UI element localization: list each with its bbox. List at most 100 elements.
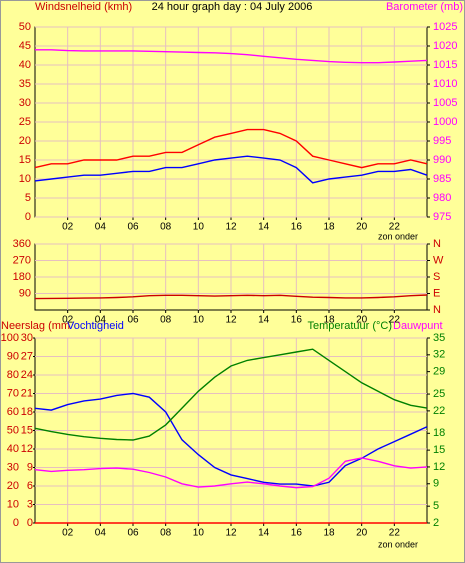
- y-tick-label: 10: [19, 173, 31, 185]
- x-tick-label: 22: [389, 315, 401, 326]
- x-tick-label: 10: [193, 528, 205, 539]
- y-tick-label: 10: [7, 498, 19, 510]
- x-tick-label: 20: [356, 528, 368, 539]
- x-tick-label: 02: [62, 528, 74, 539]
- y3-tick-label: 18: [21, 406, 33, 418]
- y-tick-label: 50: [19, 21, 31, 33]
- series-label: Temperatuur (°C): [308, 320, 392, 332]
- y-tick-label: 0: [25, 211, 31, 223]
- y-tick-label: 45: [19, 40, 31, 52]
- x-tick-label: 06: [127, 528, 139, 539]
- y2-tick-label: 980: [433, 192, 451, 204]
- y2-tick-label: 5: [433, 500, 439, 512]
- series-label: Vochtigheid: [67, 320, 124, 332]
- x-tick-label: 20: [356, 315, 368, 326]
- y3-tick-label: 12: [21, 443, 33, 455]
- x-tick-label: 14: [258, 528, 270, 539]
- y-tick-label: 40: [7, 443, 19, 455]
- y3-tick-label: 3: [27, 498, 33, 510]
- y2-tick-label: 1010: [433, 78, 457, 90]
- y2-tick-label: N: [433, 304, 441, 316]
- chart-title: 24 hour graph day : 04 July 2006: [152, 1, 313, 13]
- y2-tick-label: 975: [433, 211, 451, 223]
- x-tick-label: 16: [291, 222, 303, 233]
- y2-tick-label: 35: [433, 332, 445, 344]
- x-tick-label: 08: [160, 315, 172, 326]
- series-line: [35, 49, 428, 64]
- x-tick-label: 18: [323, 315, 335, 326]
- x-tick-label: 02: [62, 315, 74, 326]
- x-tick-label: 12: [225, 315, 237, 326]
- y-tick-label: 15: [19, 154, 31, 166]
- y2-tick-label: W: [433, 254, 444, 266]
- x-tick-label: 18: [323, 222, 335, 233]
- x-tick-label: 16: [291, 528, 303, 539]
- y2-tick-label: 29: [433, 366, 445, 378]
- y2-axis-label: Barometer (mb): [386, 1, 463, 13]
- y2-tick-label: 12: [433, 461, 445, 473]
- series-line: [34, 128, 428, 169]
- y3-tick-label: 9: [27, 461, 33, 473]
- y-tick-label: 70: [7, 387, 19, 399]
- series-line: [34, 294, 428, 300]
- annotation: zon onder: [378, 539, 418, 549]
- annotation: zon onder: [378, 231, 418, 241]
- y3-tick-label: 0: [27, 517, 33, 529]
- y2-tick-label: 15: [433, 444, 445, 456]
- y2-tick-label: 32: [433, 349, 445, 361]
- y2-tick-label: 1015: [433, 59, 457, 71]
- series-line: [34, 348, 428, 441]
- y-tick-label: 270: [13, 254, 31, 266]
- y-tick-label: 100: [1, 332, 19, 344]
- x-tick-label: 02: [62, 222, 74, 233]
- y-tick-label: 60: [7, 406, 19, 418]
- x-tick-label: 12: [225, 528, 237, 539]
- x-tick-label: 10: [193, 222, 205, 233]
- x-tick-label: 08: [160, 222, 172, 233]
- y2-tick-label: 2: [433, 517, 439, 529]
- series-line: [34, 457, 428, 489]
- x-tick-label: 06: [127, 315, 139, 326]
- x-tick-label: 22: [389, 528, 401, 539]
- y2-tick-label: 1000: [433, 116, 457, 128]
- y2-tick-label: N: [433, 238, 441, 250]
- y2-tick-label: 1025: [433, 21, 457, 33]
- y2-tick-label: E: [433, 287, 440, 299]
- y-tick-label: 180: [13, 271, 31, 283]
- y-tick-label: 35: [19, 78, 31, 90]
- y-tick-label: 30: [7, 461, 19, 473]
- y2-tick-label: 1005: [433, 97, 457, 109]
- y2-tick-label: 25: [433, 388, 445, 400]
- x-tick-label: 16: [291, 315, 303, 326]
- y-axis-label: Windsnelheid (kmh): [35, 1, 132, 13]
- x-tick-label: 12: [225, 222, 237, 233]
- y2-tick-label: 1020: [433, 40, 457, 52]
- x-tick-label: 20: [356, 222, 368, 233]
- x-tick-label: 10: [193, 315, 205, 326]
- y3-tick-label: 30: [21, 332, 33, 344]
- y2-tick-label: 990: [433, 154, 451, 166]
- y2-tick-label: 985: [433, 173, 451, 185]
- y-tick-label: 40: [19, 59, 31, 71]
- x-tick-label: 06: [127, 222, 139, 233]
- x-tick-label: 04: [95, 222, 107, 233]
- x-tick-label: 18: [323, 528, 335, 539]
- y3-tick-label: 24: [21, 369, 33, 381]
- x-tick-label: 04: [95, 315, 107, 326]
- series-line: [34, 155, 428, 184]
- y3-tick-label: 6: [27, 480, 33, 492]
- y3-tick-label: 15: [21, 424, 33, 436]
- y-tick-label: 20: [7, 480, 19, 492]
- y3-tick-label: 21: [21, 387, 33, 399]
- y2-tick-label: 22: [433, 405, 445, 417]
- y2-tick-label: 18: [433, 427, 445, 439]
- series-label: Neerslag (mm: [1, 320, 70, 332]
- y-tick-label: 20: [19, 135, 31, 147]
- y-tick-label: 90: [7, 350, 19, 362]
- y2-tick-label: 995: [433, 135, 451, 147]
- y3-tick-label: 27: [21, 350, 33, 362]
- y2-tick-label: S: [433, 271, 440, 283]
- x-tick-label: 14: [258, 315, 270, 326]
- y-tick-label: 25: [19, 116, 31, 128]
